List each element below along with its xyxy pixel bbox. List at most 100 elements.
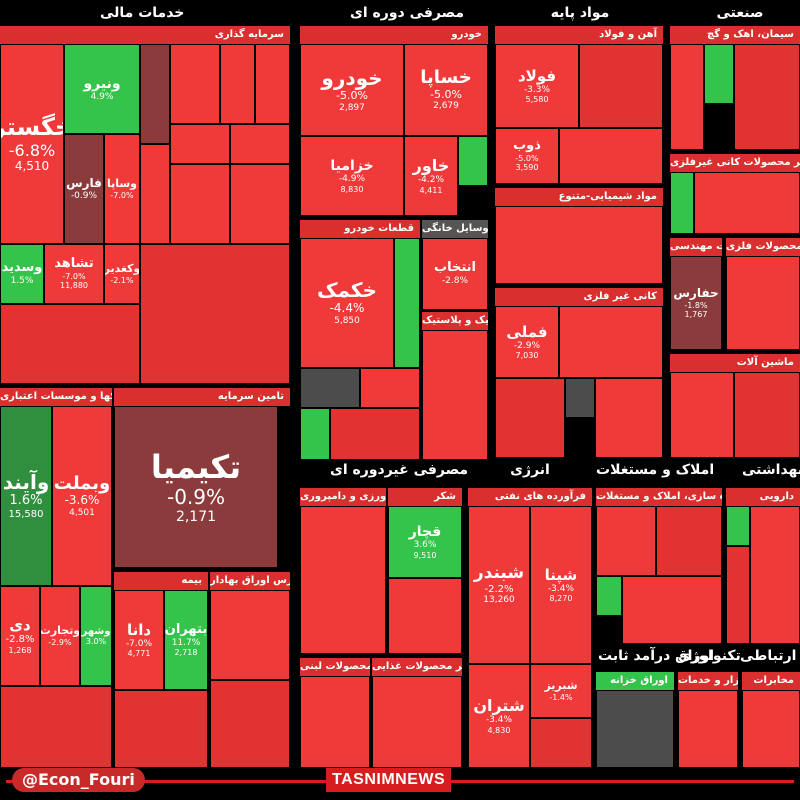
tile-small[interactable] xyxy=(495,206,663,284)
group-header: مخابرات xyxy=(742,672,800,690)
tile-small[interactable] xyxy=(579,44,663,128)
tile-small[interactable] xyxy=(596,506,656,576)
tile-small[interactable] xyxy=(694,172,800,234)
tile-shtran[interactable]: شتران -3.4% 4,830 xyxy=(468,664,530,768)
brand-logo: TASNIMNEWS xyxy=(326,768,452,792)
tile-zob[interactable]: ذوب -5.0% 3,590 xyxy=(495,128,559,184)
tile-small[interactable] xyxy=(458,136,488,186)
tile-small[interactable] xyxy=(140,144,170,244)
tile-khodro[interactable]: خودرو -5.0% 2,897 xyxy=(300,44,404,136)
tile-small[interactable] xyxy=(0,304,140,384)
tile-small[interactable] xyxy=(495,378,565,458)
tile-shbariz[interactable]: شبریز -1.4% xyxy=(530,664,592,718)
tile-farsa[interactable]: فارس -0.9% xyxy=(64,134,104,244)
tile-small[interactable] xyxy=(734,372,800,458)
tile-small[interactable] xyxy=(750,506,800,644)
tile-small[interactable] xyxy=(596,690,674,768)
tile-small[interactable] xyxy=(300,368,360,408)
tile-vtejarat[interactable]: وتجارت -2.9% xyxy=(40,586,80,686)
tile-small[interactable] xyxy=(170,44,220,124)
tile-foolad[interactable]: فولاد -3.3% 5,580 xyxy=(495,44,579,128)
tile-small[interactable] xyxy=(726,506,750,546)
tile-entekhab[interactable]: انتخاب -2.8% xyxy=(422,238,488,310)
sector-financial: خدمات مالی xyxy=(100,5,185,21)
group-header: ماشین آلات xyxy=(670,354,800,372)
tile-small[interactable] xyxy=(734,44,800,150)
tile-small[interactable] xyxy=(394,238,420,368)
tile-khavar[interactable]: خاور -4.2% 4,411 xyxy=(404,136,458,216)
group-exchange: بورس اوراق بهادار xyxy=(210,572,290,768)
group-it: افزار و خدمات xyxy=(678,672,738,768)
tile-small[interactable] xyxy=(565,378,595,418)
tile-small[interactable] xyxy=(330,408,420,460)
tile-small[interactable] xyxy=(300,408,330,460)
tile-vsheher[interactable]: وشهر 3.0% xyxy=(80,586,112,686)
tile-small[interactable] xyxy=(595,378,663,458)
group-parts: قطعات خودرو خکمک -4.4% 5,850 xyxy=(300,220,420,460)
group-treasury: اوراق خزانه xyxy=(596,672,674,768)
sector-industrial: صنعتی xyxy=(716,5,764,21)
tile-small[interactable] xyxy=(230,124,290,164)
tile-tekimia[interactable]: تکیمیا -0.9% 2,171 xyxy=(114,406,278,568)
tile-small[interactable] xyxy=(742,690,800,768)
tile-small[interactable] xyxy=(678,690,738,768)
tile-small[interactable] xyxy=(210,680,290,768)
tile-small[interactable] xyxy=(220,44,255,124)
sector-basic: مواد پایه xyxy=(550,5,610,21)
tile-small[interactable] xyxy=(0,686,112,768)
tile-btehran[interactable]: بتهران 11.7% 2,718 xyxy=(164,590,208,690)
sector-fixed-income: اوراق درآمد ثابت xyxy=(598,648,715,664)
tile-small[interactable] xyxy=(670,172,694,234)
tile-small[interactable] xyxy=(422,330,488,460)
tile-small[interactable] xyxy=(726,256,800,350)
tile-small[interactable] xyxy=(140,44,170,144)
tile-shbandar[interactable]: شبندر -2.2% 13,260 xyxy=(468,506,530,664)
tile-small[interactable] xyxy=(210,590,290,680)
tile-small[interactable] xyxy=(622,576,722,644)
tile-small[interactable] xyxy=(670,44,704,150)
tile-vkhafdir[interactable]: وکغدیر -2.1% xyxy=(104,244,140,304)
tile-small[interactable] xyxy=(140,244,290,384)
tile-small[interactable] xyxy=(726,546,750,644)
tile-small[interactable] xyxy=(360,368,420,408)
tile-small[interactable] xyxy=(300,676,370,768)
tile-small[interactable] xyxy=(230,164,290,244)
tile-khsapa[interactable]: خساپا -5.0% 2,679 xyxy=(404,44,488,136)
tile-small[interactable] xyxy=(596,576,622,616)
tile-small[interactable] xyxy=(114,690,208,768)
group-header: سایر محصولات غذایی xyxy=(372,658,462,676)
group-header: سرمایه گذاری xyxy=(0,26,290,44)
sector-energy: انرژی xyxy=(510,462,550,478)
tile-vnaft[interactable]: ونیرو 4.9% xyxy=(64,44,140,134)
tile-small[interactable] xyxy=(170,164,230,244)
tile-vbemellat[interactable]: وبملت -3.6% 4,501 xyxy=(52,406,112,586)
tile-small[interactable] xyxy=(255,44,290,124)
tile-small[interactable] xyxy=(372,676,462,768)
tile-small[interactable] xyxy=(388,578,462,654)
group-header: کانی غیر فلزی xyxy=(495,288,663,306)
tile-dana[interactable]: دانا -7.0% 4,771 xyxy=(114,590,164,690)
tile-small[interactable] xyxy=(300,506,386,654)
tile-small[interactable] xyxy=(559,306,663,378)
tile-hafars[interactable]: حفارس -1.8% 1,767 xyxy=(670,256,722,350)
tile-shpna[interactable]: شپنا -3.4% 8,270 xyxy=(530,506,592,664)
tile-small[interactable] xyxy=(656,506,722,576)
group-sugar: شکر قچار 3.6% 9,510 xyxy=(388,488,462,654)
tile-dey[interactable]: دی -2.8% 1,268 xyxy=(0,586,40,686)
tile-small[interactable] xyxy=(530,718,592,768)
tile-khzamia[interactable]: خزامیا -4.9% 8,830 xyxy=(300,136,404,216)
tile-small[interactable] xyxy=(170,124,230,164)
tile-famli[interactable]: فملی -2.9% 7,030 xyxy=(495,306,559,378)
group-header: بیمه xyxy=(114,572,208,590)
group-machinery: ماشین آلات xyxy=(670,354,800,458)
tile-khakmak[interactable]: خکمک -4.4% 5,850 xyxy=(300,238,394,368)
tile-small[interactable] xyxy=(670,372,734,458)
tile-small[interactable] xyxy=(704,44,734,104)
tile-khgostar[interactable]: خگستر -6.8% 4,510 xyxy=(0,44,64,244)
tile-small[interactable] xyxy=(559,128,663,184)
tile-vsadid[interactable]: وسدید 1.5% xyxy=(0,244,44,304)
tile-tshahed[interactable]: تشاهد -7.0% 11,880 xyxy=(44,244,104,304)
tile-vsapa[interactable]: وساپا -7.0% xyxy=(104,134,140,244)
tile-ghachar[interactable]: قچار 3.6% 9,510 xyxy=(388,506,462,578)
tile-vatid[interactable]: وآیند 1.6% 15,580 xyxy=(0,406,52,586)
